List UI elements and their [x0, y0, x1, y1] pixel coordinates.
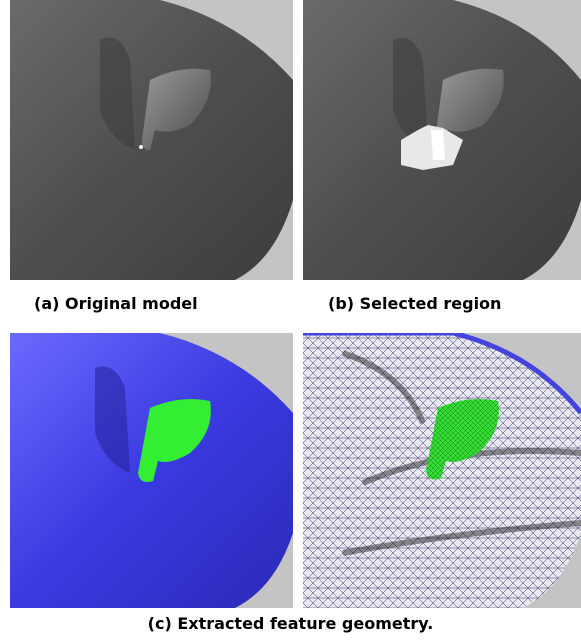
caption-c: (c) Extracted feature geometry.	[0, 614, 581, 633]
caption-a: (a) Original model	[34, 294, 198, 313]
figure: {"captions": ["(a) Original model", "(b)…	[0, 0, 581, 641]
selected-region-image	[303, 0, 581, 280]
caption-b: (b) Selected region	[328, 294, 501, 313]
wireframe-image	[303, 333, 581, 608]
original-model-image	[10, 0, 293, 280]
extracted-feature-image	[10, 333, 293, 608]
